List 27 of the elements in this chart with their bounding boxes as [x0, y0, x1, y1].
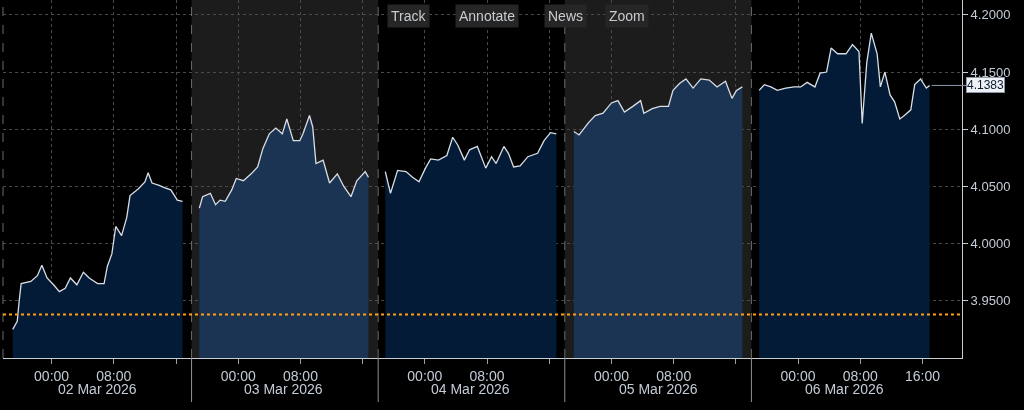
annotation: 4.1383 — [967, 78, 1005, 92]
series-label: 06 Mar 2026 — [805, 381, 884, 397]
y-tick-label: 4.0500 — [970, 178, 1011, 194]
y-tick-label: 4.1500 — [970, 64, 1011, 80]
x-tick-label: 08:00 — [469, 367, 505, 384]
x-tick-label: 00:00 — [220, 367, 256, 384]
x-tick-label: 08:00 — [842, 367, 878, 384]
y-tick-label: 4.0000 — [970, 236, 1011, 252]
y-tick-label: 4.1000 — [970, 121, 1011, 137]
x-tick-label: 00:00 — [780, 367, 816, 384]
x-tick-label: 08:00 — [656, 367, 692, 384]
x-tick-label: 16:00 — [904, 367, 941, 384]
annotation: Track — [391, 8, 427, 24]
series-label: 03 Mar 2026 — [244, 381, 323, 397]
annotation: Zoom — [609, 8, 645, 24]
annotation: News — [548, 8, 584, 24]
x-tick-label: 00:00 — [407, 367, 443, 384]
x-tick-label: 08:00 — [282, 367, 319, 384]
x-tick-label: 00:00 — [593, 367, 630, 384]
series-label: 04 Mar 2026 — [431, 381, 510, 397]
y-tick-label: 3.9500 — [970, 293, 1011, 309]
series-label: 05 Mar 2026 — [619, 381, 698, 397]
y-tick-label: 4.2000 — [970, 7, 1011, 23]
series-label: 02 Mar 2026 — [58, 381, 137, 397]
annotation: Annotate — [459, 8, 516, 24]
x-tick-label: 08:00 — [96, 367, 132, 384]
x-tick-label: 00:00 — [34, 367, 70, 384]
